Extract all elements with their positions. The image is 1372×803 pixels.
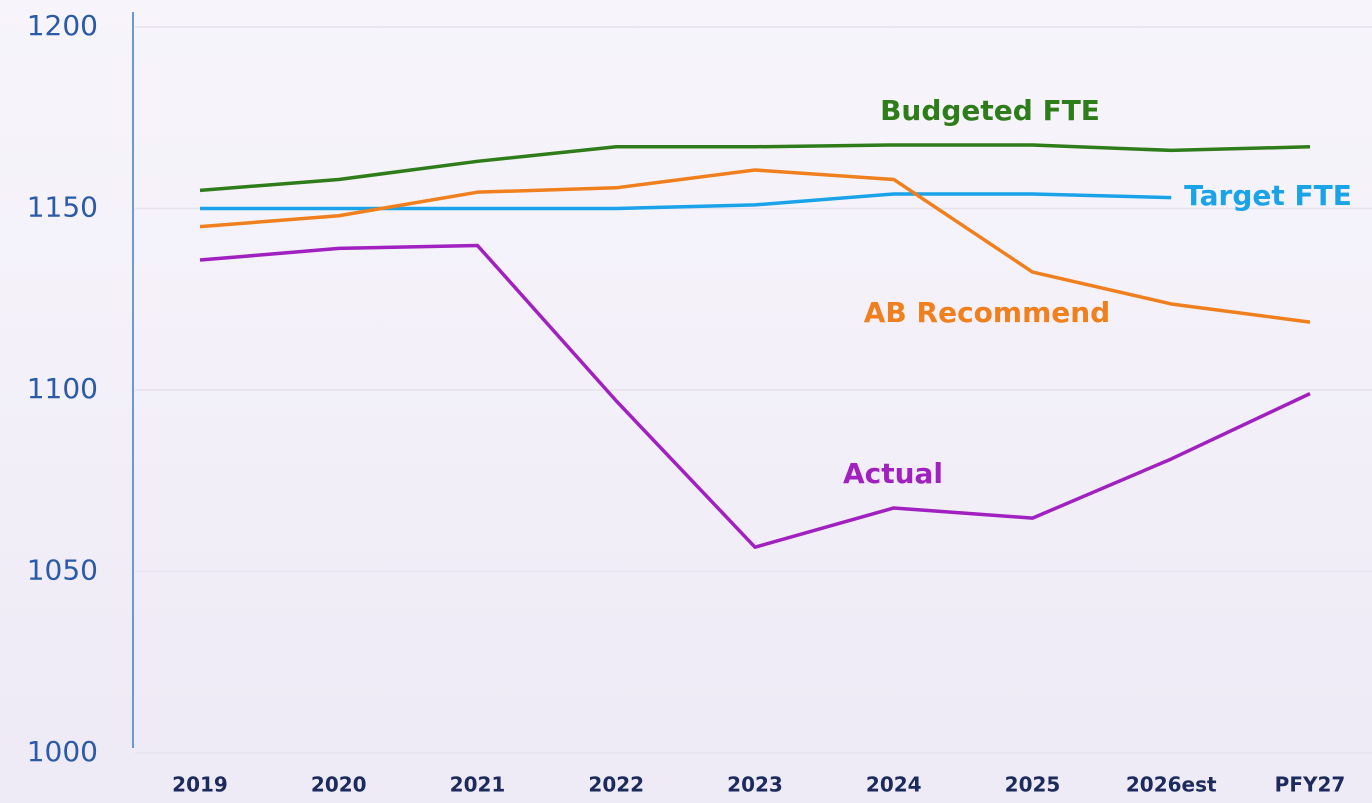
x-tick-label: 2023 [727,773,783,797]
series-label: AB Recommend [864,296,1110,329]
x-tick-label: 2026est [1126,773,1217,797]
series-line [199,168,1311,324]
x-tick-label: 2022 [588,773,644,797]
x-tick-label: 2024 [866,773,922,797]
series-label: Target FTE [1184,179,1352,212]
series-line [200,192,1172,211]
series-label: Actual [843,457,943,490]
x-tick-label: 2019 [172,773,228,797]
x-tick-label: 2021 [450,773,506,797]
x-tick-label: 2025 [1005,773,1061,797]
series-line [199,243,1311,549]
x-tick-label: PFY27 [1275,773,1346,797]
series-line [199,143,1311,193]
x-tick-label: 2020 [311,773,367,797]
y-tick-label: 1050 [27,554,98,587]
series-label: Budgeted FTE [880,94,1100,127]
y-tick-label: 1100 [27,372,98,405]
y-tick-label: 1200 [27,9,98,42]
y-tick-label: 1000 [27,735,98,768]
y-tick-label: 1150 [27,191,98,224]
